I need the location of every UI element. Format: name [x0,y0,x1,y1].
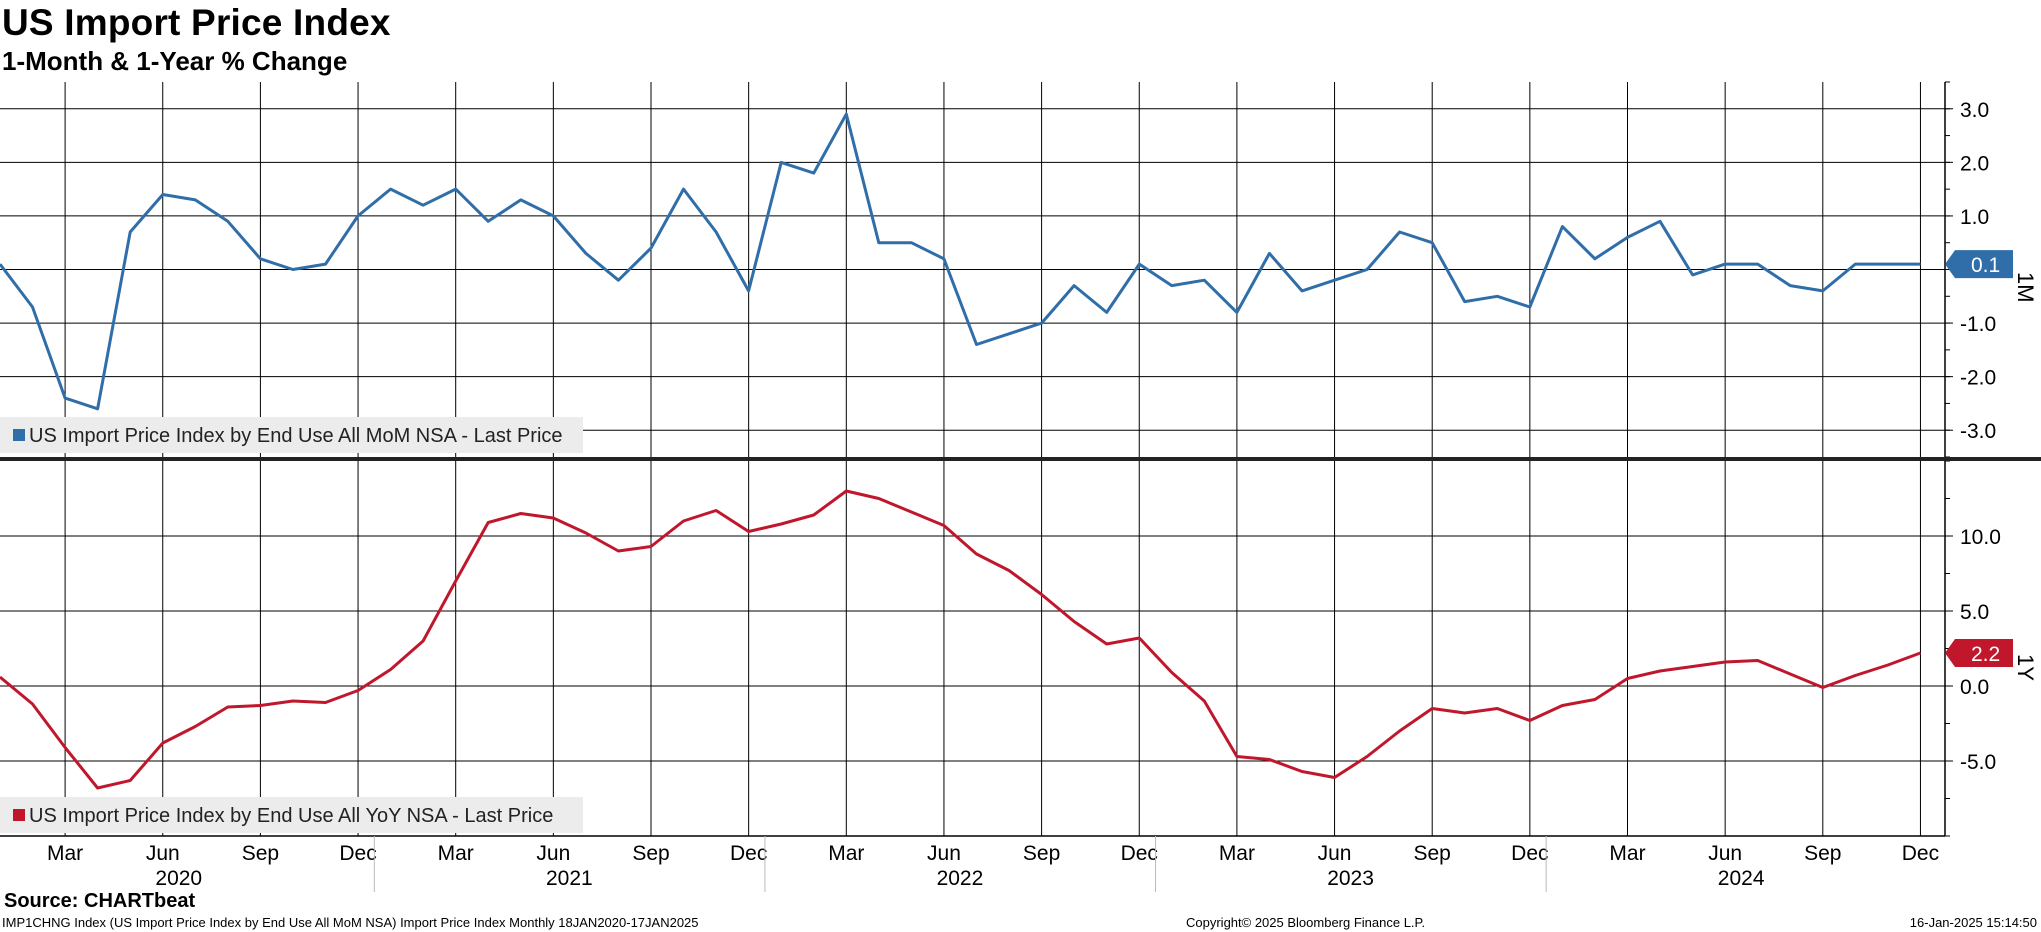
x-month-label: Dec [730,842,767,865]
last-value-label: 0.1 [1971,254,2000,277]
x-month-label: Dec [1902,842,1939,865]
last-value-badge [1945,639,2013,667]
x-year-label: 2024 [1718,867,1765,890]
chart-title: US Import Price Index [2,2,391,43]
x-month-label: Mar [438,842,474,865]
y-tick-label: 0.0 [1960,676,1989,699]
legend-swatch [13,429,25,441]
x-month-label: Jun [1318,842,1352,865]
y-tick-label: 2.0 [1960,152,1989,175]
x-month-label: Sep [1804,842,1841,865]
ticker-line: IMP1CHNG Index (US Import Price Index by… [2,915,699,930]
chart-subtitle: 1-Month & 1-Year % Change [2,46,348,76]
legend-label: US Import Price Index by End Use All MoM… [29,425,563,447]
series-line-mom [0,112,1921,411]
y-tick-label: -1.0 [1960,313,1996,336]
x-year-label: 2021 [546,867,593,890]
copyright-note: Copyright© 2025 Bloomberg Finance L.P. [1186,915,1426,930]
x-month-label: Mar [1219,842,1255,865]
last-value-badge [1945,250,2013,279]
source-note: Source: CHARTbeat [4,890,196,912]
x-year-label: 2023 [1327,867,1374,890]
last-value-label: 2.2 [1971,643,2000,666]
axis-tag: 1Y [2013,654,2038,681]
x-month-label: Jun [536,842,570,865]
legend-box [0,797,583,833]
x-month-label: Sep [632,842,669,865]
axis-tag: 1M [2013,272,2038,303]
x-month-label: Mar [1609,842,1645,865]
legend-box [0,417,583,453]
legend-swatch [13,809,25,821]
x-month-label: Jun [1708,842,1742,865]
timestamp: 16-Jan-2025 15:14:50 [1909,915,2037,930]
x-year-label: 2022 [937,867,984,890]
x-month-label: Dec [1511,842,1548,865]
x-month-label: Jun [146,842,180,865]
x-year-label: 2020 [155,867,202,890]
x-month-label: Sep [1023,842,1060,865]
y-tick-label: 1.0 [1960,206,1989,229]
panel-divider [0,457,2041,461]
x-month-label: Mar [828,842,864,865]
y-tick-label: 5.0 [1960,601,1989,624]
y-tick-label: -5.0 [1960,751,1996,774]
legend-label: US Import Price Index by End Use All YoY… [29,805,553,827]
x-month-label: Jun [927,842,961,865]
y-tick-label: -2.0 [1960,367,1996,390]
x-month-label: Sep [242,842,279,865]
x-month-label: Mar [47,842,83,865]
x-month-label: Dec [339,842,376,865]
x-month-label: Sep [1414,842,1451,865]
y-tick-label: 10.0 [1960,526,2001,549]
series-line-yoy [0,489,1921,790]
y-tick-label: -3.0 [1960,420,1996,443]
y-tick-label: 3.0 [1960,99,1989,122]
x-month-label: Dec [1121,842,1158,865]
